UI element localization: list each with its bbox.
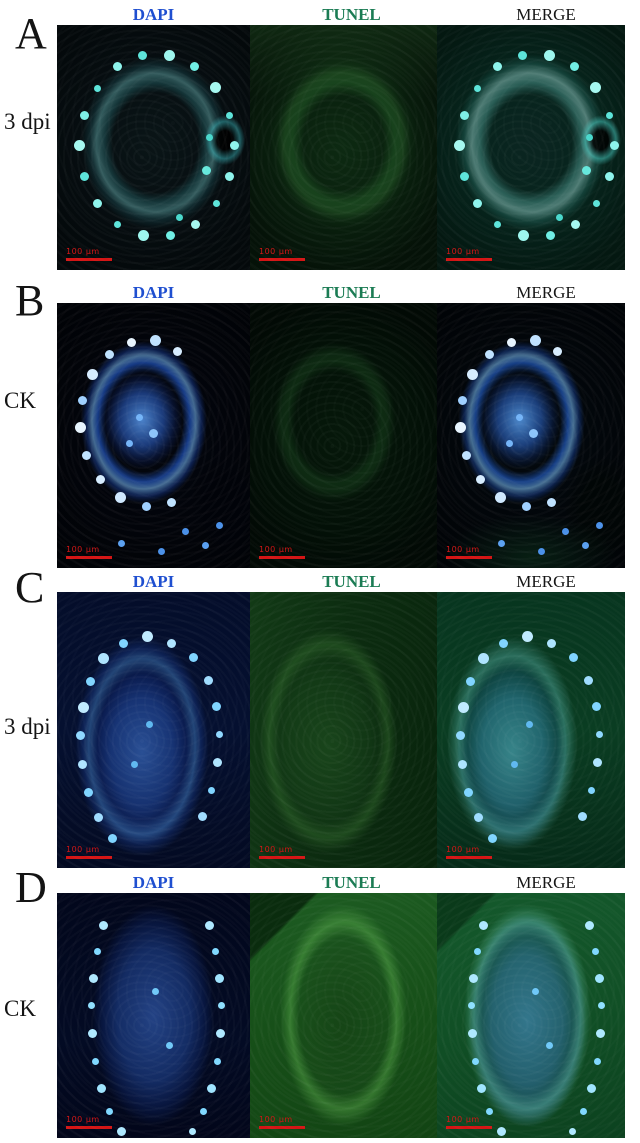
panel-d-header: DAPI TUNEL MERGE (0, 870, 640, 893)
scale-bar-line (259, 556, 305, 559)
scale-bar-line (66, 556, 112, 559)
scale-bar: 100 μm (446, 248, 492, 261)
column-label-tunel: TUNEL (322, 283, 381, 303)
condition-label-d: CK (4, 996, 36, 1021)
panel-c: C DAPI TUNEL MERGE 3 dpi 100 μm 100 μm 1… (0, 563, 640, 868)
scale-bar: 100 μm (66, 248, 112, 261)
condition-label-a: 3 dpi (4, 109, 51, 134)
column-label-merge: MERGE (516, 873, 576, 893)
nuclei-dots (437, 592, 442, 597)
column-label-dapi: DAPI (132, 5, 175, 25)
scale-bar: 100 μm (66, 1116, 112, 1129)
column-label-merge: MERGE (516, 283, 576, 303)
column-label-merge: MERGE (516, 5, 576, 25)
panel-c-header: DAPI TUNEL MERGE (0, 570, 640, 592)
scale-bar: 100 μm (259, 846, 305, 859)
scale-bar: 100 μm (66, 546, 112, 559)
scale-bar: 100 μm (66, 846, 112, 859)
column-label-dapi: DAPI (132, 283, 175, 303)
micrograph-a-tunel: 100 μm (250, 25, 437, 270)
nuclei-dots (57, 303, 62, 308)
micrograph-a-merge: 100 μm (437, 25, 625, 270)
nuclei-dots (57, 592, 62, 597)
scale-bar-line (259, 1126, 305, 1129)
nuclei-dots (57, 25, 62, 30)
micrograph-b-merge: 100 μm (437, 303, 625, 568)
nuclei-dots (437, 303, 442, 308)
panel-letter-a: A (15, 9, 47, 58)
nuclei-dots (57, 893, 62, 898)
micrograph-d-tunel: 100 μm (250, 893, 437, 1138)
panel-a: A DAPI TUNEL MERGE 3 dpi 100 μm 100 μm 1… (0, 0, 640, 270)
condition-label-b: CK (4, 388, 36, 413)
column-label-tunel: TUNEL (322, 572, 381, 592)
scale-bar-line (66, 856, 112, 859)
column-label-dapi: DAPI (132, 873, 175, 893)
scale-bar: 100 μm (259, 248, 305, 261)
panel-letter-b: B (15, 276, 45, 325)
scale-bar: 100 μm (259, 1116, 305, 1129)
scale-bar: 100 μm (446, 1116, 492, 1129)
column-label-dapi: DAPI (132, 572, 175, 592)
scale-bar-line (66, 1126, 112, 1129)
panel-b: B DAPI TUNEL MERGE CK 100 μm 100 μm 100 … (0, 276, 640, 568)
scale-bar-line (446, 1126, 492, 1129)
scale-bar-line (446, 258, 492, 261)
micrograph-b-dapi: 100 μm (57, 303, 250, 568)
scale-bar-line (446, 856, 492, 859)
column-label-merge: MERGE (516, 572, 576, 592)
micrograph-d-merge: 100 μm (437, 893, 625, 1138)
condition-label-c: 3 dpi (4, 714, 51, 739)
micrograph-c-tunel: 100 μm (250, 592, 437, 868)
micrograph-d-dapi: 100 μm (57, 893, 250, 1138)
scale-bar: 100 μm (446, 846, 492, 859)
panel-letter-d: D (15, 863, 47, 912)
scale-bar-line (259, 856, 305, 859)
nuclei-dots (437, 25, 442, 30)
column-label-tunel: TUNEL (322, 5, 381, 25)
micrograph-c-merge: 100 μm (437, 592, 625, 868)
panel-d: D DAPI TUNEL MERGE CK 100 μm 100 μm 100 … (0, 863, 640, 1138)
panel-b-header: DAPI TUNEL MERGE (0, 283, 640, 303)
panel-a-header: DAPI TUNEL MERGE (0, 0, 640, 25)
column-label-tunel: TUNEL (322, 873, 381, 893)
nuclei-dots (437, 893, 442, 898)
micrograph-c-dapi: 100 μm (57, 592, 250, 868)
micrograph-a-dapi: 100 μm (57, 25, 250, 270)
scale-bar: 100 μm (259, 546, 305, 559)
scale-bar-line (446, 556, 492, 559)
scale-bar: 100 μm (446, 546, 492, 559)
scale-bar-line (66, 258, 112, 261)
panel-letter-c: C (15, 563, 45, 612)
micrograph-b-tunel: 100 μm (250, 303, 437, 568)
scale-bar-line (259, 258, 305, 261)
